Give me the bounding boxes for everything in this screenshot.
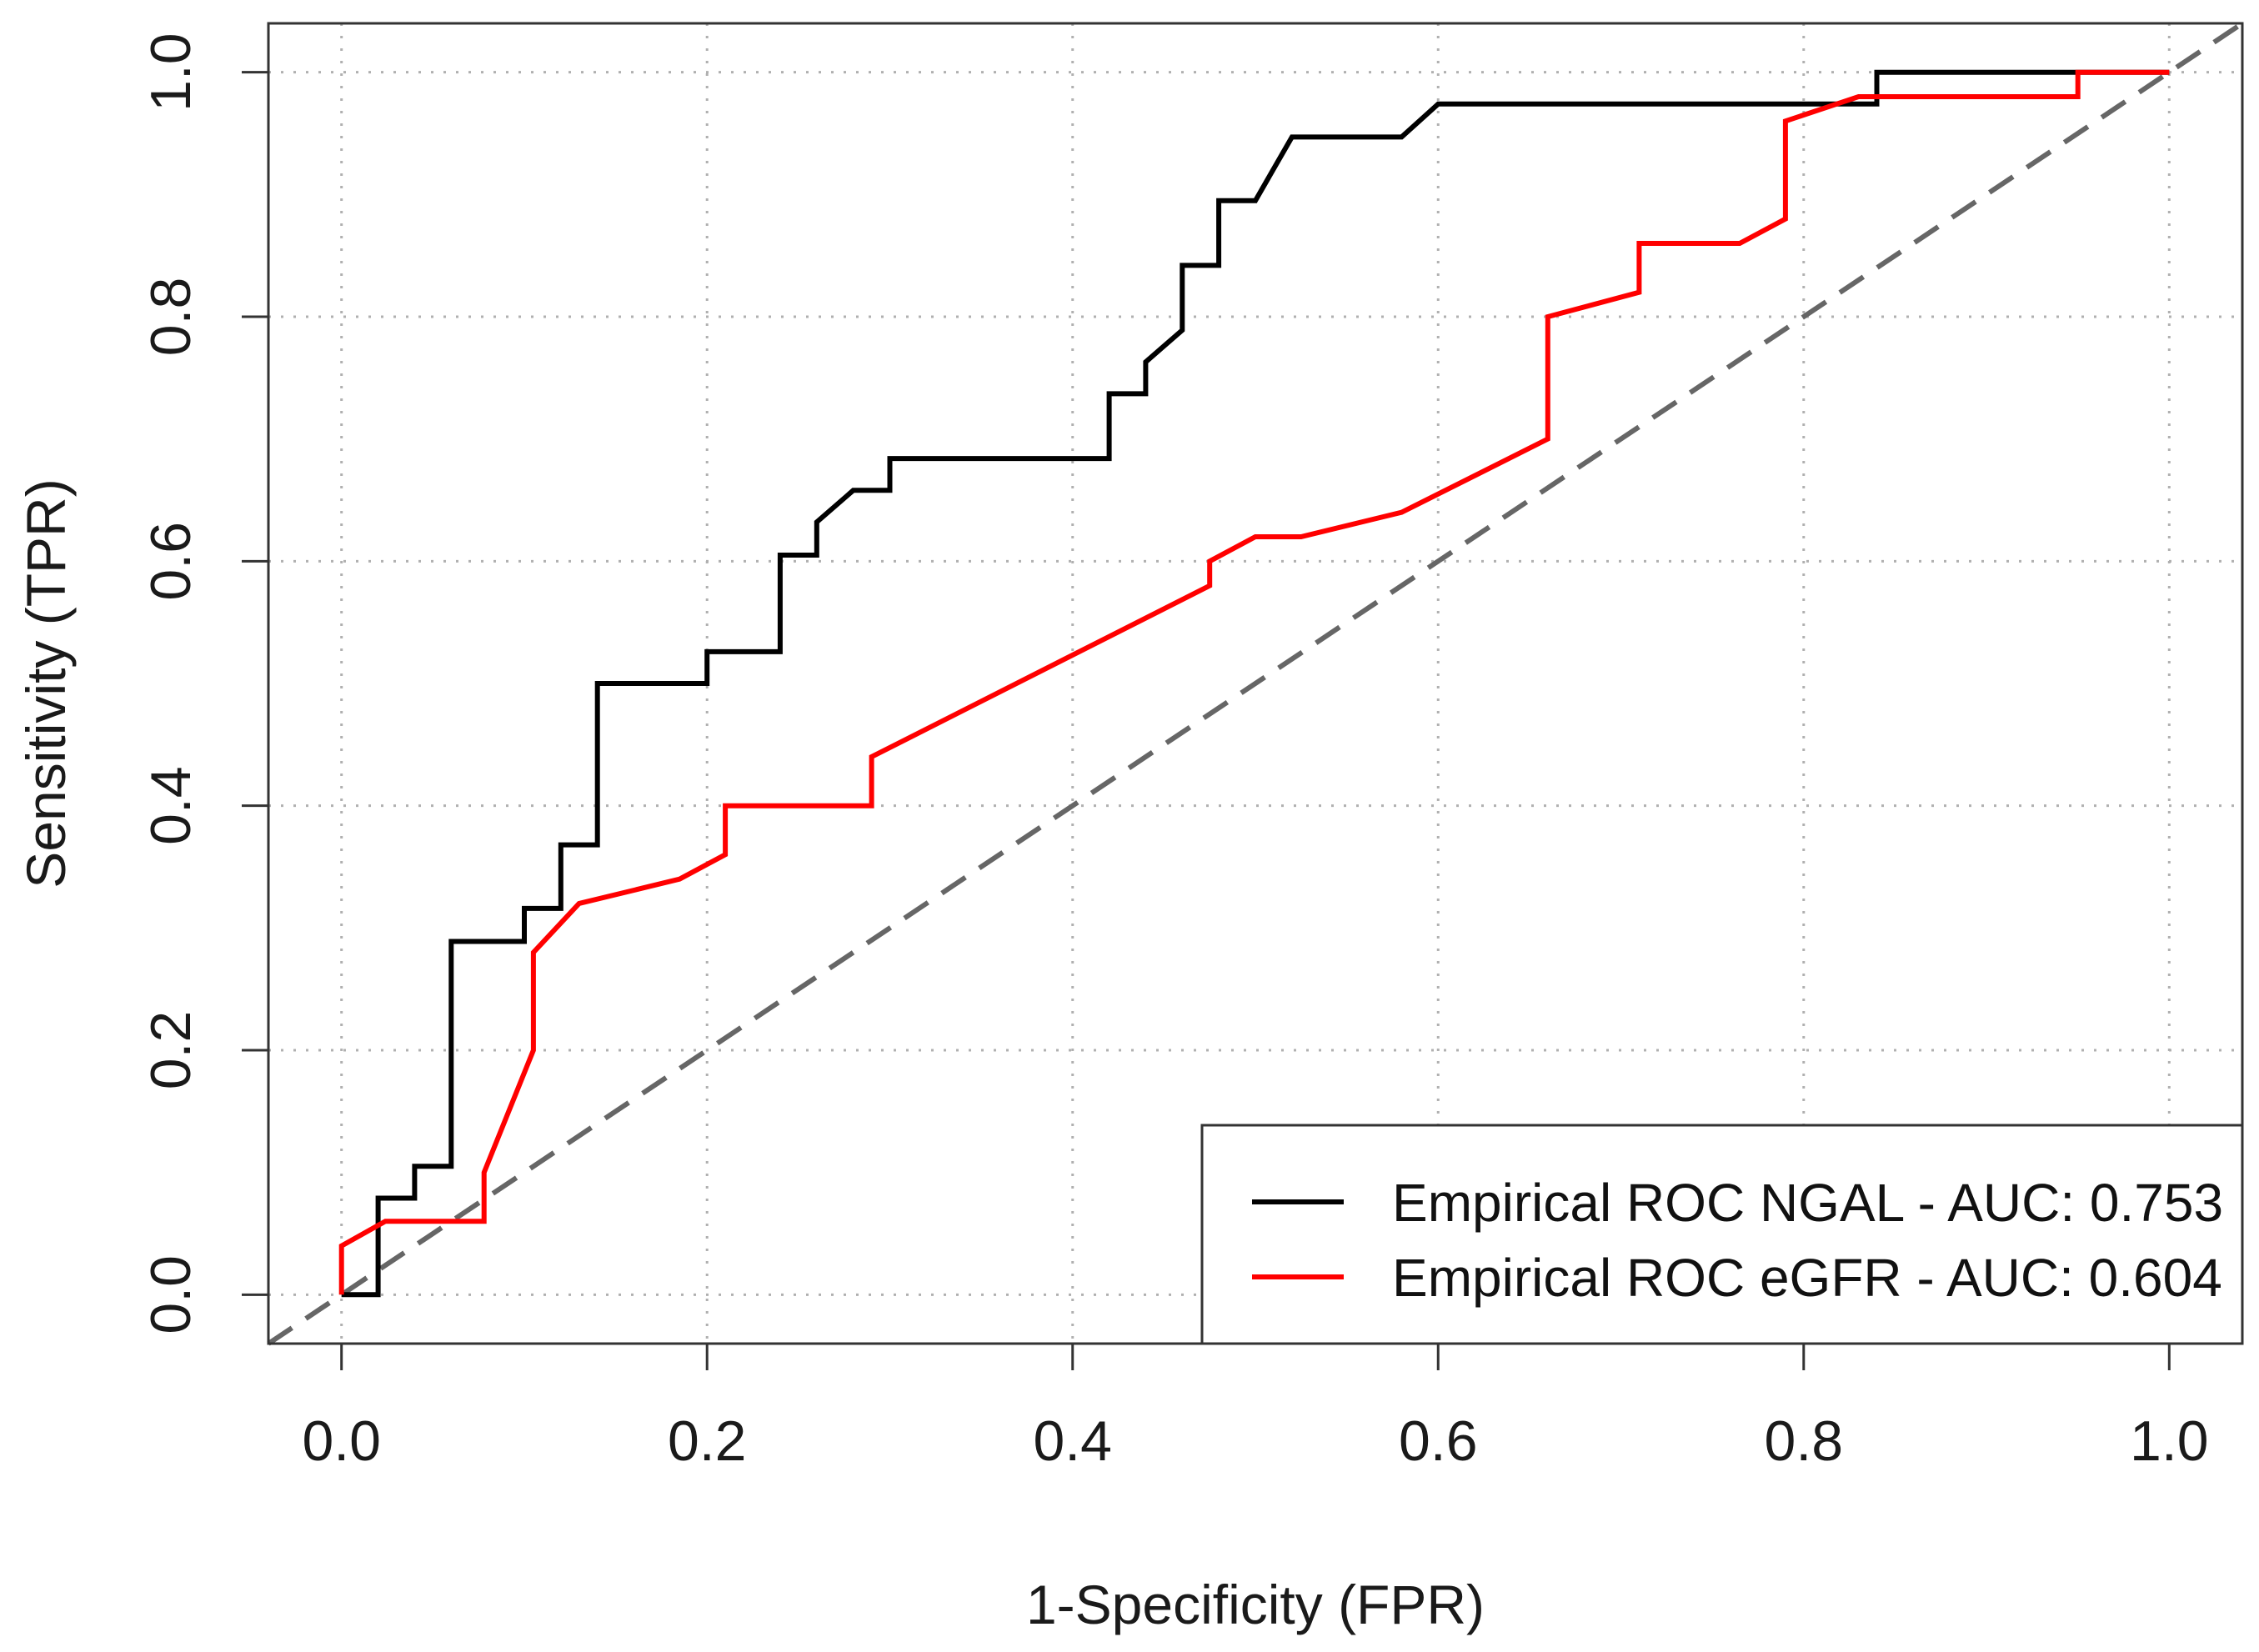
y-tick-label-2: 0.4 xyxy=(139,766,203,845)
series-group xyxy=(338,69,2170,1298)
reference-diagonal-line xyxy=(267,21,2244,1346)
x-axis-title: 1-Specificity (FPR) xyxy=(1026,1574,1485,1635)
y-tick-label-1: 0.2 xyxy=(139,1011,203,1090)
x-tick-label-2: 0.4 xyxy=(1033,1409,1112,1473)
y-tick-label-0: 0.0 xyxy=(139,1255,203,1334)
x-tick-label-0: 0.0 xyxy=(302,1409,381,1473)
series-line-egfr xyxy=(338,69,2170,1295)
reference-line-group xyxy=(267,21,2244,1346)
y-tick-label-5: 1.0 xyxy=(139,33,203,112)
legend-label-1: Empirical ROC eGFR - AUC: 0.604 xyxy=(1392,1248,2222,1308)
series-line-ngal xyxy=(341,69,2170,1298)
x-tick-label-3: 0.6 xyxy=(1399,1409,1478,1473)
legend-label-0: Empirical ROC NGAL - AUC: 0.753 xyxy=(1392,1173,2223,1233)
x-tick-label-5: 1.0 xyxy=(2130,1409,2209,1473)
x-tick-label-4: 0.8 xyxy=(1765,1409,1844,1473)
legend: Empirical ROC NGAL - AUC: 0.753 Empirical… xyxy=(1200,1124,2244,1345)
x-tick-label-1: 0.2 xyxy=(668,1409,747,1473)
y-tick-label-3: 0.6 xyxy=(139,522,203,601)
grid-lines xyxy=(268,23,2242,1344)
y-tick-label-4: 0.8 xyxy=(139,278,203,357)
legend-box xyxy=(1200,1124,2244,1345)
y-axis-title: Sensitivity (TPR) xyxy=(15,478,77,888)
